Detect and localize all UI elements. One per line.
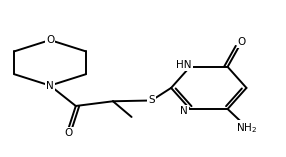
Text: O: O [238,37,246,47]
Text: NH$_2$: NH$_2$ [236,121,257,135]
Text: O: O [46,35,54,45]
Text: N: N [180,106,188,116]
Text: S: S [148,95,155,106]
Text: HN: HN [176,60,192,70]
Text: N: N [46,81,54,91]
Text: O: O [65,128,73,138]
